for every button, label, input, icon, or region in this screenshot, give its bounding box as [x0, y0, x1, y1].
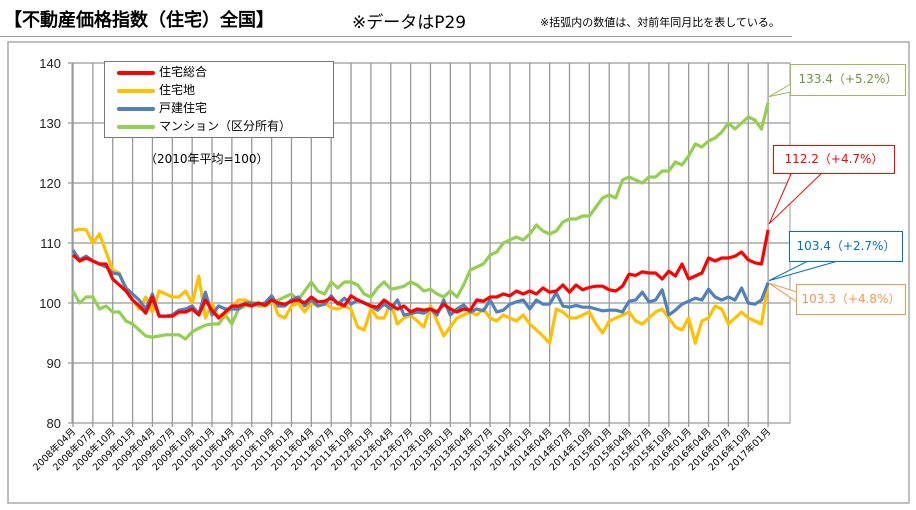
annotation-condo: 133.4（+5.2%） — [790, 64, 906, 96]
legend-label: 住宅総合 — [159, 65, 208, 79]
legend-item-total: 住宅総合 — [117, 63, 207, 81]
data-page-note: ※データはP29 — [352, 13, 467, 33]
legend-item-detached: 戸建住宅 — [117, 99, 207, 117]
legend-swatch — [117, 88, 155, 93]
callout-land — [768, 282, 798, 303]
legend: 住宅総合 住宅地 戸建住宅 マンション（区分所有） — [104, 61, 334, 138]
chart-border — [7, 41, 910, 504]
page-title: 【不動産価格指数（住宅）全国】 — [4, 10, 274, 31]
y-tick-label: 100 — [39, 296, 61, 311]
y-tick-label: 120 — [39, 176, 61, 191]
series-line-2 — [71, 249, 770, 318]
y-tick-label: 110 — [40, 236, 61, 251]
callout-detached — [768, 260, 839, 282]
annotation-land: 103.3（+4.8%） — [796, 284, 906, 315]
y-tick-label: 130 — [39, 116, 61, 131]
title-divider — [0, 36, 792, 37]
y-tick-label: 90 — [47, 356, 61, 371]
series-line-1 — [72, 227, 770, 345]
y-tick-label: 80 — [47, 416, 61, 431]
legend-item-land: 住宅地 — [117, 81, 195, 99]
series-line-0 — [71, 229, 770, 320]
callout-condo — [768, 83, 792, 98]
legend-swatch — [117, 124, 155, 129]
legend-swatch — [117, 106, 155, 111]
series-line-3 — [71, 102, 770, 341]
yoy-note: ※括弧内の数値は、対前年同月比を表している。 — [540, 16, 780, 29]
annotation-total: 112.2（+4.7%） — [773, 145, 895, 174]
legend-label: 戸建住宅 — [159, 101, 208, 115]
callout-total — [768, 171, 825, 225]
legend-label: マンション（区分所有） — [159, 119, 292, 133]
legend-item-condo: マンション（区分所有） — [117, 117, 291, 135]
base-year-note: （2010年平均=100） — [145, 152, 269, 166]
legend-swatch — [117, 70, 155, 75]
y-tick-label: 140 — [39, 56, 61, 71]
legend-label: 住宅地 — [159, 83, 196, 97]
annotation-detached: 103.4（+2.7%） — [789, 231, 903, 262]
